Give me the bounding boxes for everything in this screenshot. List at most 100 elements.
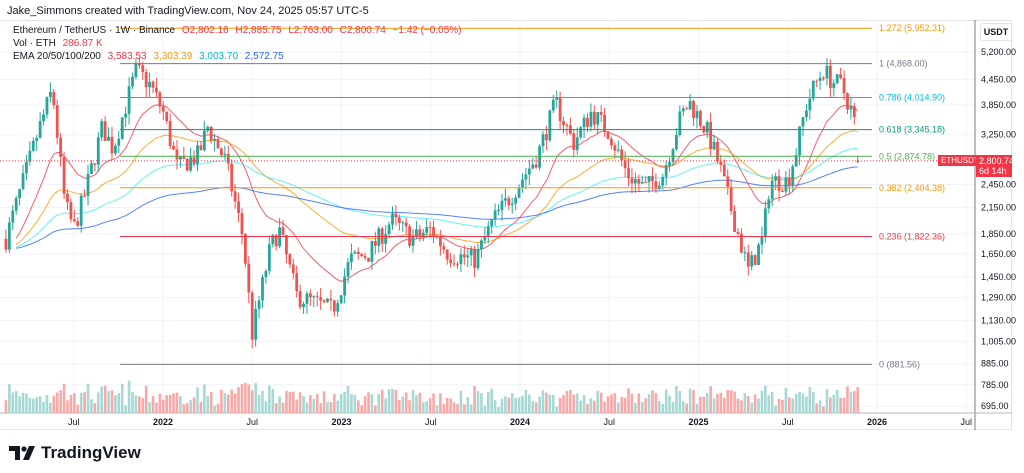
volume-bar <box>805 396 808 413</box>
volume-bar <box>774 405 777 413</box>
volume-bar <box>586 403 589 413</box>
candle-body <box>822 77 825 79</box>
volume-bar <box>309 395 312 413</box>
candle-body <box>339 295 343 304</box>
price-tick-label: 5,200.00 <box>981 47 1016 57</box>
candle-body <box>216 138 220 149</box>
candle-body <box>312 296 316 298</box>
volume-bar <box>425 401 428 413</box>
time-tick-label: Jul <box>68 417 80 427</box>
volume-bar <box>688 388 692 413</box>
candle-body <box>308 293 312 298</box>
volume-bar <box>442 404 446 413</box>
volume-bar <box>353 394 357 413</box>
price-tick-label: 785.00 <box>981 380 1009 390</box>
legend-volume-row: Vol · ETH 286.87 K <box>13 38 107 49</box>
candle-body <box>654 181 658 190</box>
volume-bar <box>548 394 552 413</box>
candle-body <box>579 127 583 138</box>
candle-body <box>117 138 121 146</box>
volume-bar <box>329 402 333 413</box>
legend-volume-label[interactable]: Vol · ETH <box>13 38 56 49</box>
volume-bar <box>497 407 500 413</box>
time-tick-label: Jul <box>603 417 615 427</box>
candle-body <box>770 180 774 200</box>
candle-body <box>562 120 565 125</box>
candle-body <box>740 233 743 253</box>
candle-body <box>705 122 709 133</box>
candle-body <box>586 117 589 127</box>
volume-bar <box>818 400 822 413</box>
candle-body <box>462 254 466 258</box>
volume-bar <box>764 385 767 413</box>
candle-body <box>367 258 370 262</box>
volume-bar <box>733 391 736 413</box>
candle-body <box>452 263 456 265</box>
volume-bar <box>380 389 384 413</box>
time-tick-label: 2022 <box>153 417 173 427</box>
candle-body <box>110 136 114 154</box>
volume-bar <box>333 394 336 413</box>
volume-bar <box>230 389 234 413</box>
volume-bar <box>387 389 391 413</box>
volume-bar <box>521 395 524 413</box>
volume-bar <box>185 403 189 413</box>
volume-bar <box>692 390 695 413</box>
candle-body <box>688 100 692 110</box>
candle-body <box>18 189 22 199</box>
volume-bar <box>788 397 791 413</box>
volume-bar <box>59 390 62 413</box>
price-tick-label: 2,150.00 <box>981 202 1016 212</box>
last-price-value: 2,800.74 <box>979 155 1015 166</box>
volume-bar <box>151 396 155 413</box>
volume-bar <box>551 394 555 413</box>
candle-body <box>271 235 275 245</box>
tradingview-logo[interactable]: TradingView <box>9 443 141 463</box>
volume-bar <box>524 389 528 413</box>
candle-body <box>421 232 425 236</box>
candle-body <box>326 298 329 303</box>
volume-bar <box>192 397 196 413</box>
volume-bar <box>541 390 545 413</box>
volume-bar <box>658 401 661 413</box>
candle-body <box>753 255 757 265</box>
volume-bar <box>42 401 45 413</box>
candle-body <box>144 72 148 88</box>
candle-body <box>774 176 778 181</box>
volume-bar <box>504 396 507 413</box>
candle-body <box>370 241 374 262</box>
price-tick-label: 3,250.00 <box>981 130 1016 140</box>
candle-body <box>647 176 651 183</box>
candle-body <box>45 97 49 115</box>
legend-symbol[interactable]: Ethereum / TetherUS · 1W · Binance <box>13 25 176 36</box>
candle-body <box>801 117 805 127</box>
candle-body <box>353 251 357 254</box>
volume-bar <box>743 393 747 413</box>
candle-body <box>343 276 346 296</box>
candle-body <box>442 246 446 250</box>
volume-bar <box>278 396 281 413</box>
candle-body <box>719 161 723 165</box>
candle-body <box>565 124 569 126</box>
candle-body <box>668 161 671 166</box>
candle-body <box>811 80 815 99</box>
candle-body <box>767 199 771 209</box>
volume-bar <box>124 405 127 413</box>
candle-body <box>384 234 388 244</box>
volume-bar <box>141 398 145 413</box>
price-tick-label: 1,290.00 <box>981 292 1016 302</box>
volume-bar <box>842 397 846 413</box>
volume-bar <box>510 393 514 413</box>
volume-bar <box>336 400 340 413</box>
legend-ema-label[interactable]: EMA 20/50/100/200 <box>13 51 101 62</box>
candle-body <box>62 157 66 194</box>
currency-unit-label[interactable]: USDT <box>980 23 1012 41</box>
volume-bar <box>52 395 56 413</box>
volume-bar <box>723 397 726 413</box>
candle-body <box>35 138 39 141</box>
volume-bar <box>545 392 548 413</box>
volume-bar <box>343 391 346 413</box>
candle-body <box>4 238 8 250</box>
candle-body <box>469 248 473 256</box>
